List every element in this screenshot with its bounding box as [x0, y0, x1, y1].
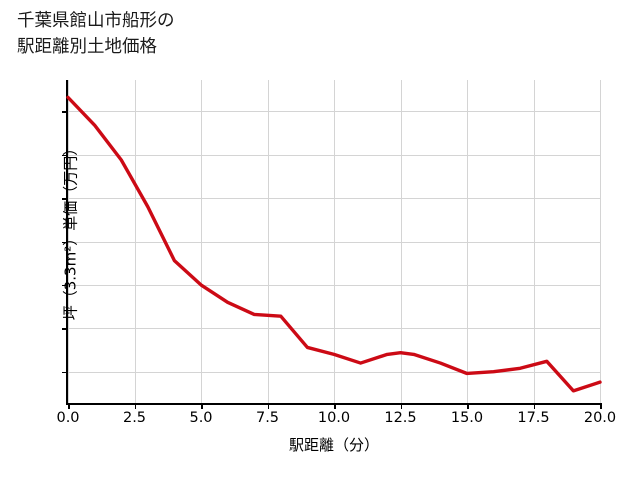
x-tick-label: 15.0 — [450, 410, 484, 426]
gridline-vertical — [334, 80, 335, 403]
x-tick-label: 0.0 — [56, 410, 80, 426]
x-tick-mark — [334, 403, 336, 409]
gridline-vertical — [600, 80, 601, 403]
chart-figure: 千葉県館山市船形の 駅距離別土地価格 9.009.259.509.7510.00… — [17, 11, 617, 454]
x-tick-mark — [533, 403, 536, 409]
gridline-vertical — [68, 80, 69, 403]
gridline-vertical — [201, 80, 202, 403]
y-tick-mark — [62, 111, 67, 113]
x-tick-label: 5.0 — [189, 410, 213, 426]
chart-title: 千葉県館山市船形の 駅距離別土地価格 — [17, 11, 175, 57]
x-tick-label: 17.5 — [517, 410, 550, 426]
x-tick-label: 10.0 — [317, 410, 351, 426]
gridline-vertical — [267, 80, 269, 403]
x-tick-label: 7.5 — [255, 410, 280, 426]
x-tick-mark — [400, 403, 403, 409]
gridline-vertical — [400, 80, 402, 403]
price-line — [66, 95, 602, 393]
x-tick-mark — [267, 403, 270, 409]
y-axis-spine — [66, 80, 68, 403]
x-tick-mark — [600, 403, 602, 409]
y-axis-label: 坪（3.3m²）単価（万円） — [61, 140, 80, 321]
gridline-vertical — [533, 80, 535, 403]
x-axis-label: 駅距離（分） — [288, 436, 379, 454]
x-tick-mark — [134, 403, 137, 409]
x-tick-label: 12.5 — [384, 410, 417, 426]
y-tick-mark — [62, 284, 67, 287]
gridline-vertical — [134, 80, 136, 403]
y-tick-mark — [62, 198, 67, 200]
plot-wrapper: 9.009.259.509.7510.0010.2510.50 0.02.55.… — [56, 80, 616, 454]
y-tick-mark — [62, 241, 67, 244]
y-tick-mark — [62, 328, 67, 330]
y-tick-mark — [62, 371, 67, 374]
x-tick-label: 2.5 — [122, 410, 147, 426]
gridline-vertical — [467, 80, 468, 403]
data-series-line — [66, 95, 602, 393]
x-tick-label: 20.0 — [583, 410, 617, 426]
x-tick-mark — [467, 403, 469, 409]
x-tick-mark — [201, 403, 203, 409]
x-tick-mark — [68, 403, 70, 409]
y-tick-mark — [62, 154, 67, 157]
